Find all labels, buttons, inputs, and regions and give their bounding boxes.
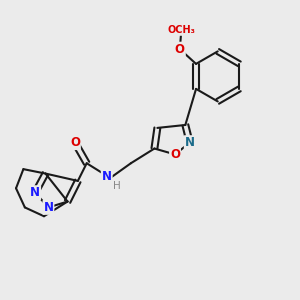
Text: N: N (44, 201, 53, 214)
Text: N: N (30, 186, 40, 199)
Text: O: O (70, 136, 80, 149)
Text: OCH₃: OCH₃ (167, 25, 195, 35)
Text: O: O (175, 43, 185, 56)
Text: N: N (185, 136, 195, 149)
Text: O: O (170, 148, 180, 161)
Text: H: H (113, 181, 121, 191)
Text: N: N (102, 170, 112, 183)
